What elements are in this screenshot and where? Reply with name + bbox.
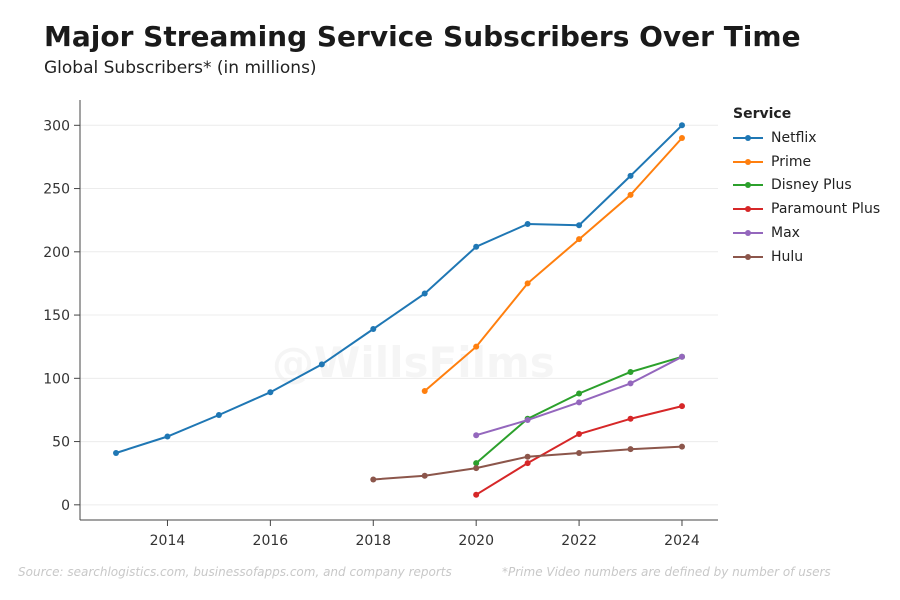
data-point-netflix bbox=[678, 122, 685, 129]
x-tick-label: 2018 bbox=[355, 533, 391, 549]
y-tick-label: 50 bbox=[52, 435, 70, 451]
data-point-netflix bbox=[421, 290, 428, 297]
data-point-netflix bbox=[164, 433, 171, 440]
legend-title: Service bbox=[733, 106, 792, 122]
data-point-netflix bbox=[524, 220, 531, 227]
data-point-netflix bbox=[318, 361, 325, 368]
series-line-netflix bbox=[115, 124, 683, 454]
legend-item-max[interactable]: Max bbox=[733, 221, 880, 245]
legend: Service Netflix Prime Disney Plus Paramount… bbox=[733, 106, 880, 269]
data-point-netflix bbox=[576, 222, 583, 229]
data-point-paramount-plus bbox=[627, 415, 634, 422]
data-point-prime bbox=[473, 343, 480, 350]
data-point-max bbox=[524, 417, 531, 424]
data-point-prime bbox=[627, 191, 634, 198]
data-point-netflix bbox=[473, 243, 480, 250]
x-tick-label: 2024 bbox=[664, 533, 700, 549]
data-point-prime bbox=[524, 280, 531, 287]
data-point-disney-plus bbox=[576, 390, 583, 397]
data-point-netflix bbox=[215, 412, 222, 418]
legend-swatch bbox=[733, 132, 763, 144]
legend-label: Prime bbox=[771, 153, 812, 170]
legend-label: Hulu bbox=[771, 248, 804, 265]
legend-label: Netflix bbox=[771, 129, 817, 146]
data-point-prime bbox=[576, 236, 583, 243]
x-tick-label: 2016 bbox=[253, 533, 289, 549]
y-tick-label: 200 bbox=[43, 245, 70, 261]
data-point-max bbox=[576, 399, 583, 406]
data-point-netflix bbox=[627, 172, 634, 179]
footnote: *Prime Video numbers are defined by numb… bbox=[502, 565, 831, 579]
legend-item-hulu[interactable]: Hulu bbox=[733, 245, 880, 269]
data-point-max bbox=[473, 432, 480, 439]
legend-item-netflix[interactable]: Netflix bbox=[733, 126, 880, 150]
data-point-hulu bbox=[627, 446, 634, 453]
x-tick-label: 2014 bbox=[150, 533, 186, 549]
x-tick-label: 2020 bbox=[458, 533, 494, 549]
legend-label: Disney Plus bbox=[771, 177, 852, 194]
chart-title: Major Streaming Service Subscribers Over… bbox=[44, 20, 801, 53]
data-point-disney-plus bbox=[627, 368, 634, 375]
source-note: Source: searchlogistics.com, businessofa… bbox=[18, 565, 452, 579]
data-point-paramount-plus bbox=[678, 403, 685, 410]
data-point-paramount-plus bbox=[524, 460, 531, 467]
legend-swatch bbox=[733, 156, 763, 168]
y-tick-label: 300 bbox=[43, 118, 70, 134]
y-tick-label: 250 bbox=[43, 182, 70, 198]
legend-item-paramount-plus[interactable]: Paramount Plus bbox=[733, 197, 880, 221]
legend-swatch bbox=[733, 227, 763, 239]
y-tick-label: 0 bbox=[61, 498, 70, 514]
legend-items: Netflix Prime Disney Plus Paramount Plus Max… bbox=[733, 126, 880, 269]
legend-swatch bbox=[733, 179, 763, 191]
y-tick-label: 150 bbox=[43, 308, 70, 324]
data-point-netflix bbox=[267, 389, 274, 396]
legend-label: Max bbox=[771, 225, 800, 242]
data-point-paramount-plus bbox=[576, 430, 583, 437]
data-point-max bbox=[627, 380, 634, 387]
data-point-hulu bbox=[576, 449, 583, 456]
legend-item-prime[interactable]: Prime bbox=[733, 150, 880, 174]
legend-label: Paramount Plus bbox=[771, 201, 881, 218]
data-point-hulu bbox=[678, 443, 685, 450]
legend-item-disney-plus[interactable]: Disney Plus bbox=[733, 174, 880, 198]
legend-swatch bbox=[733, 251, 763, 263]
data-point-netflix bbox=[370, 325, 377, 332]
data-point-hulu bbox=[524, 453, 531, 460]
legend-swatch bbox=[733, 203, 763, 215]
series-line-prime bbox=[424, 137, 683, 392]
data-point-prime bbox=[421, 387, 428, 394]
data-point-disney-plus bbox=[473, 460, 480, 467]
chart-subtitle: Global Subscribers* (in millions) bbox=[44, 58, 317, 78]
data-point-hulu bbox=[370, 476, 377, 483]
x-tick-label: 2022 bbox=[561, 533, 597, 549]
data-point-hulu bbox=[421, 472, 428, 479]
data-point-netflix bbox=[113, 449, 120, 456]
data-point-hulu bbox=[473, 465, 480, 472]
data-point-max bbox=[678, 353, 685, 360]
y-tick-label: 100 bbox=[43, 371, 70, 387]
data-point-paramount-plus bbox=[473, 491, 480, 498]
data-point-prime bbox=[678, 134, 685, 141]
